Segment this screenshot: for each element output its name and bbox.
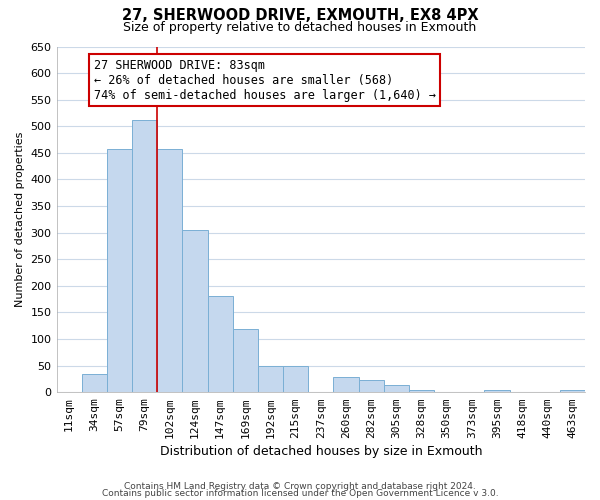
Bar: [182, 230, 208, 392]
Bar: [107, 148, 132, 392]
Y-axis label: Number of detached properties: Number of detached properties: [15, 132, 25, 307]
Text: 27, SHERWOOD DRIVE, EXMOUTH, EX8 4PX: 27, SHERWOOD DRIVE, EXMOUTH, EX8 4PX: [122, 8, 478, 22]
Bar: [484, 390, 509, 392]
Bar: [233, 330, 258, 392]
Bar: [82, 374, 107, 392]
Bar: [409, 390, 434, 392]
Bar: [157, 149, 182, 392]
Text: Contains public sector information licensed under the Open Government Licence v : Contains public sector information licen…: [101, 490, 499, 498]
Bar: [334, 378, 359, 392]
Text: Size of property relative to detached houses in Exmouth: Size of property relative to detached ho…: [124, 21, 476, 34]
Bar: [383, 384, 409, 392]
Text: 27 SHERWOOD DRIVE: 83sqm
← 26% of detached houses are smaller (568)
74% of semi-: 27 SHERWOOD DRIVE: 83sqm ← 26% of detach…: [94, 58, 436, 102]
X-axis label: Distribution of detached houses by size in Exmouth: Distribution of detached houses by size …: [160, 444, 482, 458]
Bar: [283, 366, 308, 392]
Bar: [560, 390, 585, 392]
Bar: [258, 366, 283, 392]
Bar: [359, 380, 383, 392]
Bar: [132, 120, 157, 392]
Bar: [208, 296, 233, 392]
Text: Contains HM Land Registry data © Crown copyright and database right 2024.: Contains HM Land Registry data © Crown c…: [124, 482, 476, 491]
